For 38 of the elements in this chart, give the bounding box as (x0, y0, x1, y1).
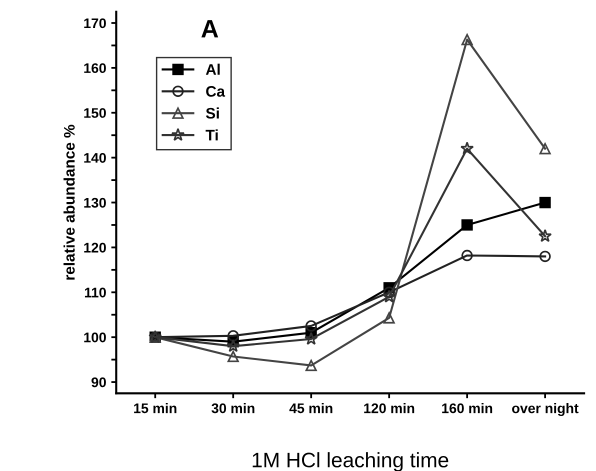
point (304, 332, 318, 345)
x-tick-label: 120 min (364, 403, 414, 414)
y-axis-title: relative abundance % (64, 124, 75, 280)
point (383, 312, 395, 324)
y-tick-label: 160 (84, 63, 106, 74)
x-tick-label: 160 min (442, 403, 492, 414)
y-tick-label: 130 (84, 198, 106, 208)
point (460, 142, 474, 155)
legend-label: Ca (206, 86, 226, 97)
point (461, 34, 473, 46)
point (226, 339, 240, 352)
point (305, 360, 317, 372)
point (461, 250, 473, 262)
x-tick-label: over night (512, 403, 578, 416)
y-tick-label: 100 (84, 332, 106, 342)
y-tick-label: 110 (84, 288, 106, 298)
point (382, 290, 396, 303)
y-tick-label: 120 (84, 242, 106, 253)
y-tick-label: 90 (92, 377, 106, 388)
point (461, 219, 473, 231)
legend-label: Ti (206, 129, 218, 140)
point (227, 330, 239, 342)
y-tick-label: 150 (84, 108, 106, 118)
point (538, 229, 552, 242)
x-tick-label: 45 min (289, 403, 332, 414)
point (539, 142, 551, 154)
legend-label: Al (206, 64, 220, 75)
point (227, 350, 239, 362)
x-tick-label: 15 min (134, 403, 176, 414)
point (539, 250, 551, 262)
chart-title: A (201, 20, 218, 38)
y-tick-label: 170 (84, 18, 106, 28)
point (539, 196, 551, 208)
point (383, 286, 395, 298)
point (305, 320, 317, 332)
y-tick-label: 140 (84, 152, 106, 163)
x-tick-label: 30 min (212, 403, 254, 414)
legend-label: Si (206, 107, 219, 119)
